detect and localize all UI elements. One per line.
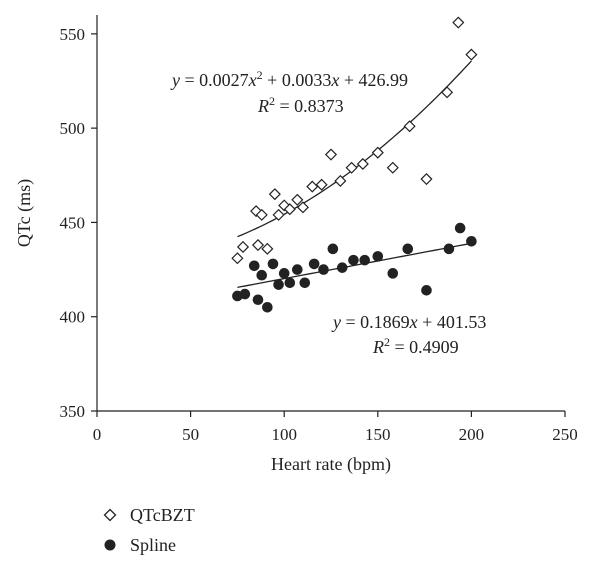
quadratic-equation-label: y = 0.0027x2 + 0.0033x + 426.99 bbox=[170, 68, 408, 90]
eq1-a: 0.0027 bbox=[199, 70, 249, 90]
legend-label-spline: Spline bbox=[130, 534, 177, 555]
eq1-eq-sign: = bbox=[180, 70, 199, 90]
r2b-value: 0.4909 bbox=[409, 337, 459, 357]
eq2-intercept: 401.53 bbox=[437, 312, 487, 332]
y-tick-label: 500 bbox=[60, 119, 86, 138]
qtcbzt-point bbox=[315, 178, 328, 191]
y-axis-label: QTc (ms) bbox=[14, 179, 35, 247]
qtcbzt-point bbox=[261, 242, 274, 255]
x-tick-label: 0 bbox=[93, 425, 102, 444]
legend: QTcBZT Spline bbox=[98, 500, 195, 560]
spline-point bbox=[454, 222, 466, 234]
filled-circle-icon bbox=[98, 538, 122, 552]
x-tick-label: 50 bbox=[182, 425, 199, 444]
qtcbzt-point bbox=[250, 205, 263, 218]
qtcbzt-point bbox=[231, 252, 244, 265]
y-tick-label: 550 bbox=[60, 25, 86, 44]
legend-item-spline: Spline bbox=[98, 530, 195, 560]
spline-point bbox=[348, 254, 359, 266]
spline-point bbox=[278, 268, 290, 279]
quadratic-r2-label: R2 = 0.8373 bbox=[257, 94, 344, 116]
spline-point bbox=[359, 254, 370, 266]
spline-point bbox=[239, 288, 251, 300]
spline-point bbox=[262, 301, 273, 313]
r2a-value: 0.8373 bbox=[294, 96, 344, 116]
spline-point bbox=[252, 294, 264, 306]
spline-point bbox=[336, 262, 348, 273]
qtcbzt-point bbox=[345, 161, 358, 174]
qtcbzt-point bbox=[465, 48, 478, 61]
qtcbzt-point bbox=[420, 173, 433, 186]
axes bbox=[96, 15, 565, 412]
spline-point bbox=[372, 251, 384, 262]
spline-point bbox=[284, 277, 296, 289]
x-tick-label: 100 bbox=[271, 425, 297, 444]
spline-point bbox=[443, 243, 455, 255]
scatter-chart: 0 50 100 150 200 250 350 400 450 500 550 Heart ra… bbox=[14, 15, 578, 475]
x-tick-label: 200 bbox=[459, 425, 485, 444]
data-points bbox=[231, 16, 478, 313]
spline-point bbox=[273, 279, 284, 290]
eq2-slope: 0.1869 bbox=[360, 312, 410, 332]
y-tick-label: 450 bbox=[60, 213, 86, 232]
qtcbzt-point bbox=[356, 157, 369, 171]
linear-equation-label: y = 0.1869x + 401.53 bbox=[331, 312, 486, 332]
spline-point bbox=[327, 243, 339, 255]
qtcbzt-point bbox=[371, 146, 384, 159]
spline-point bbox=[256, 269, 268, 281]
qtcbzt-point bbox=[283, 203, 296, 216]
y-tick-label: 400 bbox=[60, 308, 86, 327]
spline-point bbox=[466, 235, 477, 247]
spline-point bbox=[248, 260, 260, 272]
spline-point bbox=[387, 268, 399, 279]
y-tick-label: 350 bbox=[60, 402, 86, 421]
qtcbzt-point bbox=[386, 161, 399, 174]
spline-point bbox=[299, 277, 311, 289]
qtcbzt-point bbox=[255, 208, 268, 221]
eq1-c: 426.99 bbox=[358, 70, 408, 90]
qtcbzt-point bbox=[291, 193, 304, 206]
qtcbzt-point bbox=[272, 208, 285, 221]
y-axis-ticks: 350 400 450 500 550 bbox=[60, 25, 97, 421]
qtcbzt-point bbox=[452, 16, 465, 29]
qtcbzt-point bbox=[268, 188, 281, 201]
eq1-lhs: y bbox=[170, 70, 180, 90]
linear-r2-label: R2 = 0.4909 bbox=[372, 335, 459, 357]
qtcbzt-point bbox=[324, 148, 338, 161]
x-tick-label: 250 bbox=[552, 425, 578, 444]
qtcbzt-point bbox=[441, 86, 454, 99]
qtcbzt-point bbox=[296, 201, 309, 214]
spline-point bbox=[421, 285, 432, 296]
qtcbzt-point bbox=[251, 239, 265, 252]
qtcbzt-point bbox=[334, 174, 347, 187]
x-tick-label: 150 bbox=[365, 425, 391, 444]
spline-point bbox=[308, 258, 320, 270]
open-diamond-icon bbox=[98, 508, 122, 522]
eq1-b: 0.0033 bbox=[282, 70, 332, 90]
spline-point bbox=[402, 243, 414, 255]
spline-point bbox=[292, 264, 303, 275]
eq2-lhs: y bbox=[331, 312, 341, 332]
x-axis-ticks: 0 50 100 150 200 250 bbox=[93, 411, 578, 444]
spline-point bbox=[267, 258, 279, 270]
legend-item-qtcbzt: QTcBZT bbox=[98, 500, 195, 530]
x-axis-label: Heart rate (bpm) bbox=[271, 454, 391, 475]
qtcbzt-point bbox=[306, 180, 319, 193]
spline-point bbox=[318, 264, 329, 275]
qtcbzt-point bbox=[403, 120, 416, 133]
legend-label-qtcbzt: QTcBZT bbox=[130, 504, 195, 525]
qtcbzt-point bbox=[236, 240, 250, 253]
